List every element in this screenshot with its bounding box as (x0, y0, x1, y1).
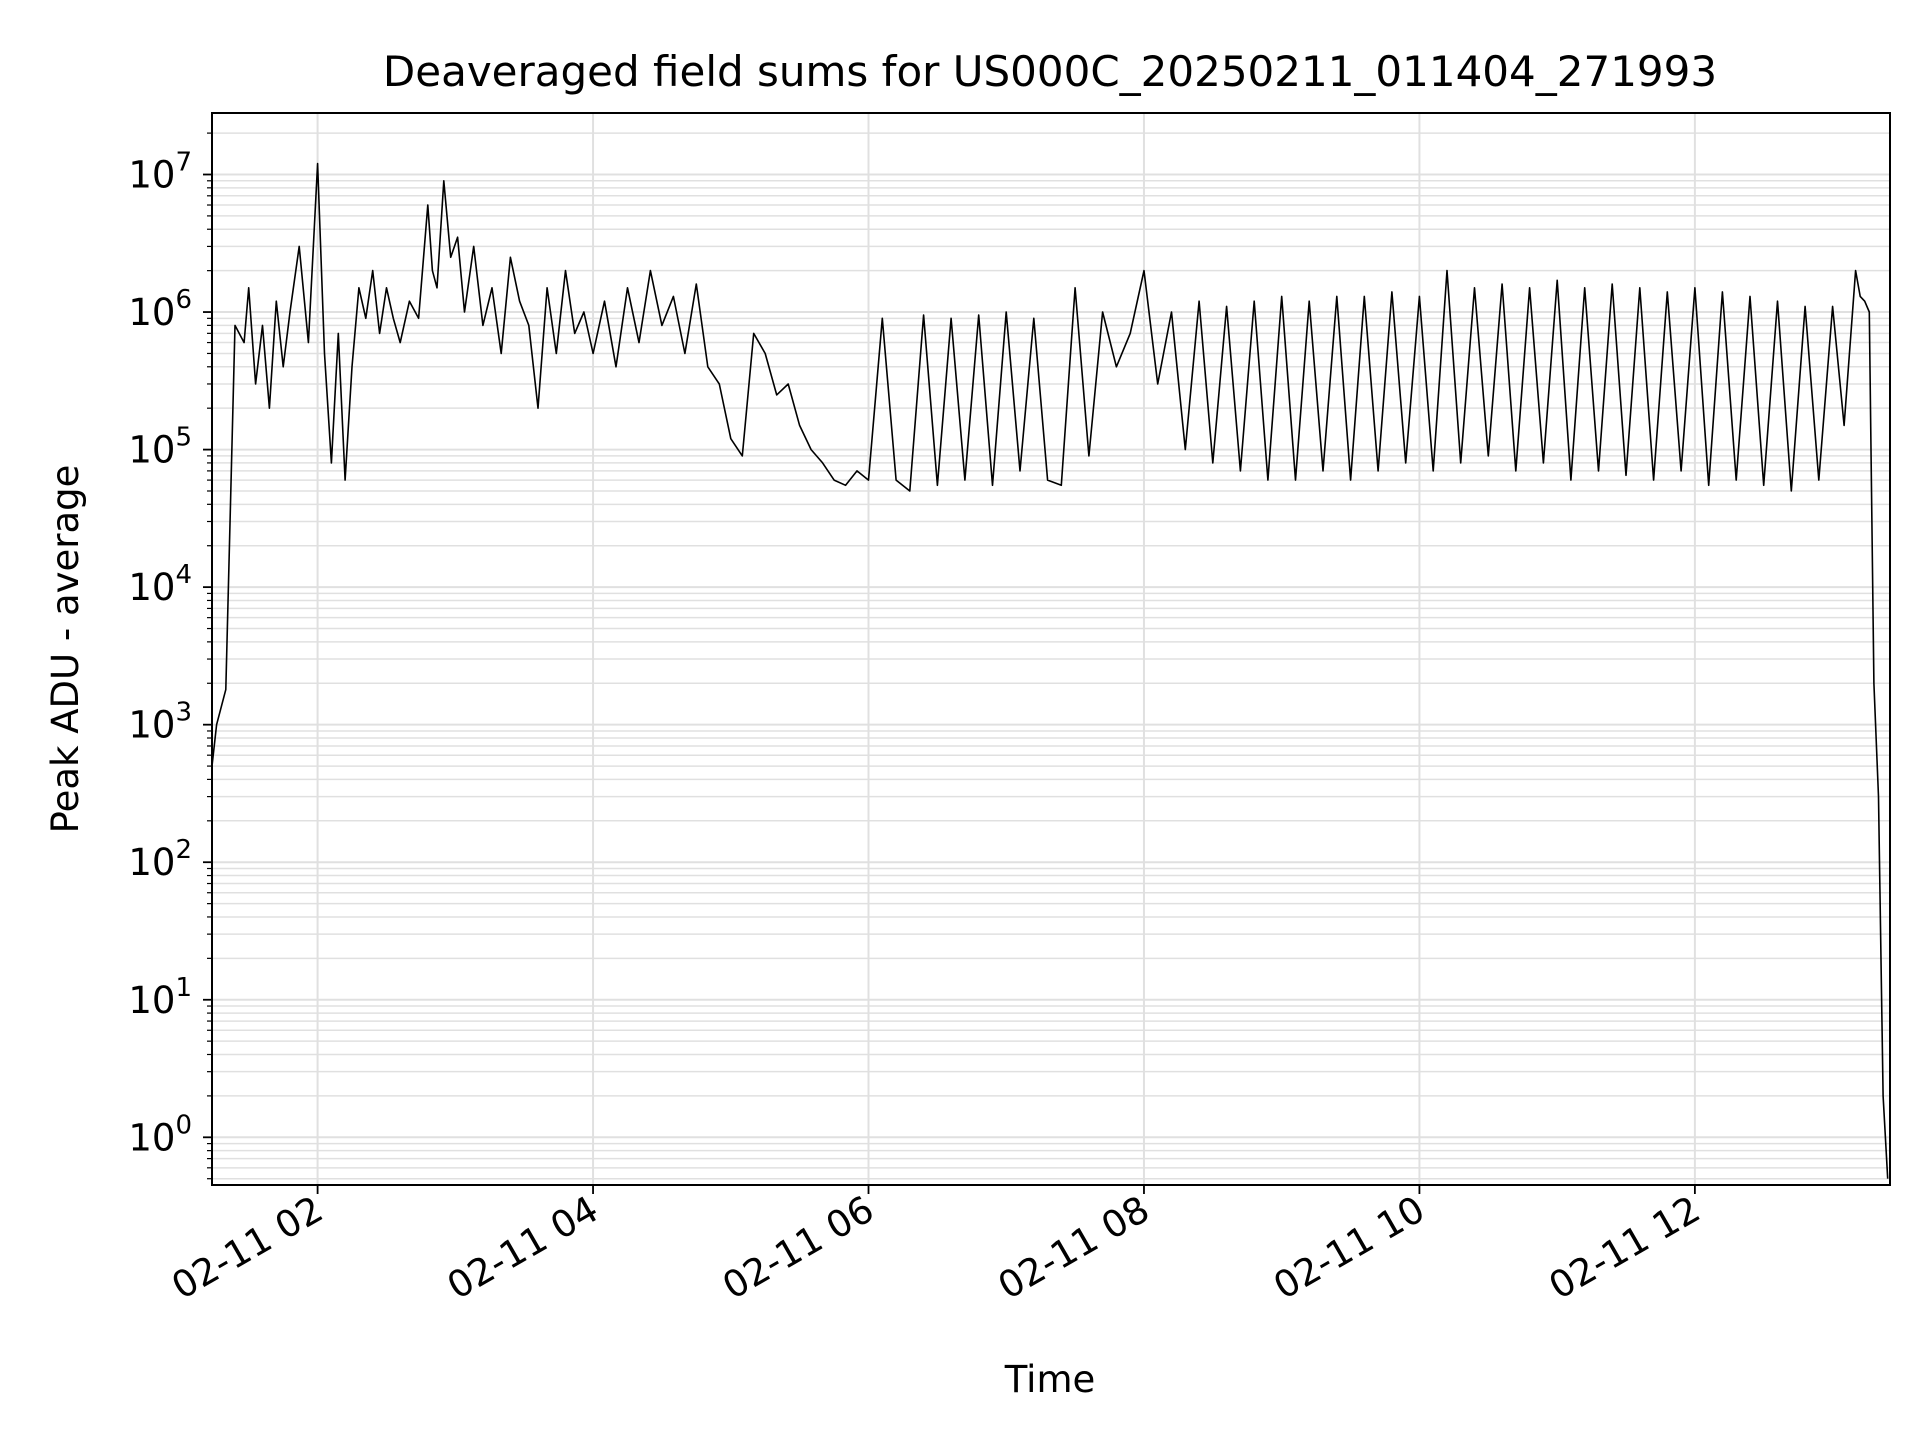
y-tick-label: 103 (128, 698, 192, 747)
series-line (211, 162, 1889, 1179)
y-tick-label: 100 (128, 1110, 192, 1159)
y-tick-label: 105 (128, 423, 192, 472)
y-axis-label: Peak ADU - average (44, 465, 87, 834)
y-tick-label: 101 (128, 973, 192, 1022)
y-tick-label: 102 (128, 835, 192, 884)
y-tick-label: 104 (128, 560, 192, 609)
x-axis-label: Time (1004, 1358, 1096, 1401)
plot-area-frame (211, 112, 1891, 1186)
y-tick-label: 106 (128, 285, 192, 334)
chart-title: Deaveraged field sums for US000C_2025021… (383, 47, 1717, 96)
y-tick-label: 107 (128, 148, 192, 197)
